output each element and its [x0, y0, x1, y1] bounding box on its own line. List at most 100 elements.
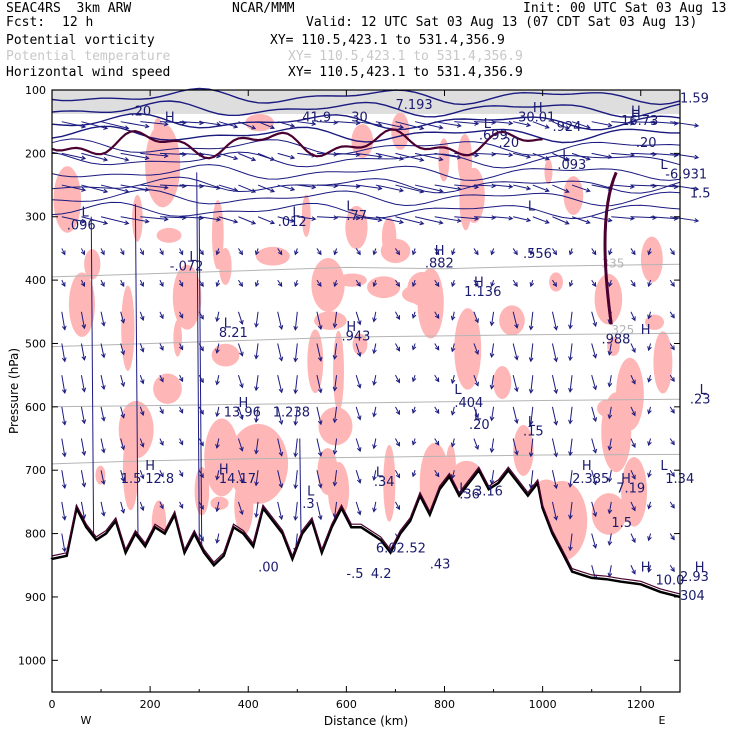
- wind-vector-head: [592, 480, 598, 486]
- pv-shade-patch: [367, 276, 401, 299]
- wind-vector: [80, 343, 85, 360]
- wind-vector-head: [101, 353, 106, 359]
- x-tick-label: 200: [140, 698, 161, 711]
- wind-vector: [669, 469, 675, 477]
- wind-vector: [179, 438, 184, 445]
- wind-vector-head: [670, 250, 675, 256]
- wind-vector-head: [178, 250, 184, 256]
- pv-shade-patch: [345, 205, 368, 250]
- contour-value-label: -6.931: [665, 168, 707, 183]
- contour-value-label: 3.16: [474, 485, 503, 500]
- wind-vector: [294, 343, 298, 362]
- wind-vector-head: [333, 183, 339, 189]
- wind-vector-head: [513, 282, 518, 287]
- wind-vector: [334, 375, 338, 391]
- wind-vector: [591, 152, 612, 158]
- wind-vector-head: [124, 125, 130, 130]
- wind-vector-head: [239, 319, 244, 326]
- wind-vector-head: [395, 315, 400, 321]
- wind-vector-head: [120, 477, 126, 483]
- wind-vector-head: [270, 188, 276, 193]
- wind-vector: [552, 216, 569, 225]
- wind-vector: [434, 152, 461, 159]
- wind-vector-head: [81, 218, 87, 224]
- wind-vector: [434, 121, 461, 127]
- wind-vector: [608, 279, 612, 287]
- wind-vector: [334, 438, 338, 454]
- wind-vector: [451, 406, 455, 415]
- wind-vector-head: [514, 387, 519, 393]
- wind-vector: [355, 470, 361, 483]
- wind-vector: [139, 406, 144, 416]
- wind-vector: [493, 184, 513, 188]
- high-marker: H: [219, 462, 229, 477]
- contour-value-label: .3: [302, 497, 314, 512]
- wind-vector-head: [278, 388, 284, 394]
- wind-vector-head: [178, 440, 184, 446]
- wind-vector: [412, 311, 416, 319]
- wind-vector: [356, 121, 382, 126]
- wind-vector: [551, 343, 557, 362]
- wind-vector: [255, 343, 259, 359]
- wind-vector: [611, 152, 634, 156]
- wind-vector-head: [450, 315, 456, 321]
- wind-vector: [277, 216, 295, 222]
- wind-vector-head: [178, 345, 184, 351]
- wind-vector-head: [528, 420, 534, 426]
- wind-vector: [395, 184, 424, 193]
- wind-vector: [179, 501, 184, 509]
- wind-vector-head: [101, 321, 106, 327]
- wind-vector-head: [139, 315, 145, 321]
- wind-vector: [591, 311, 597, 327]
- wind-vector: [139, 343, 144, 352]
- wind-vector-head: [103, 125, 109, 130]
- wind-vector-head: [100, 282, 105, 288]
- wind-vector: [434, 438, 440, 446]
- wind-vector-head: [103, 188, 109, 194]
- wind-vector-head: [120, 382, 126, 388]
- field-xy-wind: XY= 110.5,423.1 to 531.4,356.9: [288, 65, 523, 80]
- wind-vector-head: [372, 507, 377, 513]
- wind-vector-head: [81, 324, 87, 330]
- contour-value-label: 30.01: [518, 111, 555, 126]
- wind-vector: [81, 152, 108, 161]
- wind-vector-head: [474, 413, 479, 419]
- contour-value-label: .093: [557, 158, 586, 173]
- wind-vector-head: [670, 535, 675, 541]
- wind-vector: [670, 216, 699, 222]
- wind-vector-head: [372, 444, 377, 450]
- wind-vector: [512, 375, 518, 392]
- wind-vector: [669, 501, 675, 509]
- wind-vector-head: [529, 282, 535, 288]
- wind-vector-head: [372, 412, 377, 418]
- wind-vector: [591, 438, 597, 453]
- wind-vector-head: [81, 155, 87, 161]
- contour-value-label: 1.136: [464, 285, 501, 300]
- wind-vector: [336, 184, 360, 188]
- wind-vector-head: [233, 187, 239, 192]
- wind-vector: [512, 279, 518, 287]
- wind-vector-head: [474, 349, 479, 355]
- wind-vector-head: [474, 381, 479, 387]
- wind-vector-head: [652, 151, 658, 157]
- wind-vector-head: [568, 514, 573, 520]
- wind-vector-head: [233, 219, 239, 224]
- wind-vector-head: [592, 353, 598, 359]
- wind-vector-head: [670, 440, 675, 446]
- wind-vector: [394, 311, 400, 320]
- wind-vector: [238, 216, 256, 225]
- wind-speed-contour: [51, 201, 681, 220]
- wind-vector: [512, 406, 518, 424]
- wind-vector-head: [419, 220, 425, 226]
- wind-speed-contour: [51, 138, 681, 156]
- wind-vector: [434, 216, 461, 222]
- wind-vector: [532, 216, 550, 224]
- wind-vector: [454, 184, 479, 188]
- wind-vector: [237, 470, 243, 483]
- wind-vector-head: [139, 506, 145, 512]
- wind-vector: [316, 438, 322, 456]
- wind-vector: [139, 438, 144, 447]
- wind-vector: [120, 279, 125, 287]
- contour-value-label: .20: [131, 104, 152, 119]
- field-name-theta: Potential temperature: [6, 49, 171, 64]
